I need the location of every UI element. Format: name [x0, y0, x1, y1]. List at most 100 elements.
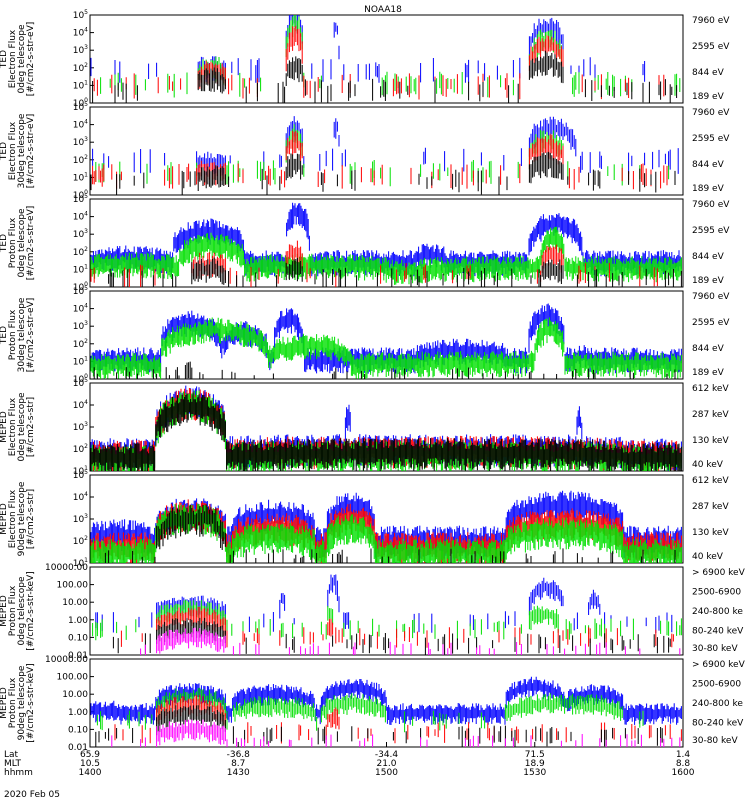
y-tick-label: 104 — [73, 491, 88, 503]
y-tick-label: 100.00 — [57, 673, 89, 683]
y-tick-label: 0.10 — [68, 633, 88, 643]
series-trace — [90, 151, 676, 195]
y-tick-label: 102 — [73, 62, 88, 74]
y-axis-label: TEDElectron Flux0deg telescope[#/cm2-s-s… — [0, 22, 36, 97]
series-trace — [111, 719, 681, 747]
y-tick-label: 101 — [73, 355, 88, 367]
legend-entry: 844 eV — [692, 344, 725, 354]
y-tick-label: 1.00 — [68, 616, 88, 626]
y-tick-label: 102 — [73, 246, 88, 258]
legend-entry: 2595 eV — [692, 318, 730, 328]
y-tick-label: 0.01 — [68, 743, 88, 753]
y-tick-label: 105 — [73, 469, 88, 481]
x-row-value: 1400 — [79, 768, 102, 778]
y-tick-label: 105 — [73, 285, 88, 297]
series-trace — [93, 25, 665, 100]
x-row-name: MLT — [4, 759, 22, 769]
y-tick-label: 104 — [73, 27, 88, 39]
series-trace — [140, 627, 681, 655]
y-tick-label: 103 — [73, 44, 88, 56]
date-label: 2020 Feb 05 — [4, 790, 60, 800]
legend-entry: 80-240 keV — [692, 719, 744, 729]
x-row-name: Lat — [4, 750, 19, 760]
series-trace — [95, 705, 663, 747]
x-row-name: hhmm — [4, 768, 33, 778]
legend-entry: 189 eV — [692, 368, 725, 378]
legend-entry: 80-240 keV — [692, 627, 744, 637]
legend-entry: 287 keV — [692, 410, 729, 420]
legend-entry: 2500-6900 — [692, 588, 741, 598]
legend-entry: 189 eV — [692, 92, 725, 102]
y-tick-label: 102 — [73, 535, 88, 547]
legend-entry: > 6900 keV — [692, 660, 746, 670]
legend-entry: 844 eV — [692, 252, 725, 262]
plot-frame — [89, 290, 684, 380]
legend-entry: 7960 eV — [692, 292, 730, 302]
y-tick-label: 101 — [73, 79, 88, 91]
legend-entry: 2500-6900 — [692, 680, 741, 690]
x-row-value: 10.5 — [80, 759, 100, 769]
y-tick-label: 103 — [73, 320, 88, 332]
y-tick-label: 10.00 — [62, 598, 88, 608]
legend-entry: 7960 eV — [692, 200, 730, 210]
x-row-value: -36.8 — [227, 750, 251, 760]
legend-entry: 2595 eV — [692, 134, 730, 144]
series-trace — [90, 392, 682, 471]
legend-entry: 844 eV — [692, 160, 725, 170]
y-tick-label: 104 — [73, 399, 88, 411]
y-tick-label: 105 — [73, 101, 88, 113]
y-tick-label: 0.01 — [68, 651, 88, 661]
y-tick-label: 102 — [73, 338, 88, 350]
y-tick-label: 102 — [73, 443, 88, 455]
x-row-value: 1430 — [227, 768, 250, 778]
y-tick-label: 103 — [73, 136, 88, 148]
y-tick-label: 104 — [73, 211, 88, 223]
series-trace — [108, 257, 682, 287]
x-row-value: 1500 — [375, 768, 398, 778]
y-axis-label: TEDProton Flux30deg telescope[#/cm2-s-st… — [0, 297, 36, 372]
series-trace — [93, 361, 676, 379]
legend-entry: 30-80 keV — [692, 644, 738, 654]
series-trace — [120, 607, 674, 649]
x-row-value: 1.4 — [676, 750, 691, 760]
legend-entry: 40 keV — [692, 552, 724, 562]
y-tick-label: 105 — [73, 193, 88, 205]
x-axis-labels: Lat 65.9 -36.8 -34.4 71.5 1.4 MLT 10.5 8.7 21.0 18… — [4, 742, 695, 778]
plot-frame — [89, 106, 684, 196]
y-tick-label: 101 — [73, 171, 88, 183]
x-row-value: 1530 — [523, 768, 546, 778]
legend-entry: > 6900 keV — [692, 568, 746, 578]
series-trace — [96, 687, 644, 733]
legend-entry: 240-800 ke — [692, 699, 743, 709]
y-axis-label: MEPEDElectron Flux0deg telescope[#/cm2-s… — [0, 392, 36, 462]
y-tick-label: 105 — [73, 377, 88, 389]
x-row-value: 8.8 — [676, 759, 691, 769]
y-tick-label: 1.00 — [68, 708, 88, 718]
legend-entry: 287 keV — [692, 502, 729, 512]
y-tick-label: 102 — [73, 154, 88, 166]
y-axis-label: MEPEDProton Flux0deg telescope[#/cm2-s-s… — [0, 571, 36, 650]
y-tick-label: 0.10 — [68, 725, 88, 735]
y-tick-label: 104 — [73, 119, 88, 131]
x-row-value: 65.9 — [80, 750, 100, 760]
legend-entry: 612 keV — [692, 476, 729, 486]
series-trace — [100, 15, 681, 98]
plot-frame — [89, 566, 684, 656]
legend-entry: 2595 eV — [692, 42, 730, 52]
y-tick-label: 103 — [73, 228, 88, 240]
figure-title: NOAA18 — [364, 5, 402, 15]
plot-frame — [89, 198, 684, 288]
x-row-value: 71.5 — [525, 750, 545, 760]
y-tick-label: 104 — [73, 303, 88, 315]
panel-meped-p-0: 0.01 0.10 1.00 10.00 100.00 10000.00 MEPEDProt… — [0, 563, 746, 661]
legend-entry: 7960 eV — [692, 108, 730, 118]
y-tick-label: 10000.00 — [45, 563, 88, 573]
legend-entry: 130 keV — [692, 528, 729, 538]
